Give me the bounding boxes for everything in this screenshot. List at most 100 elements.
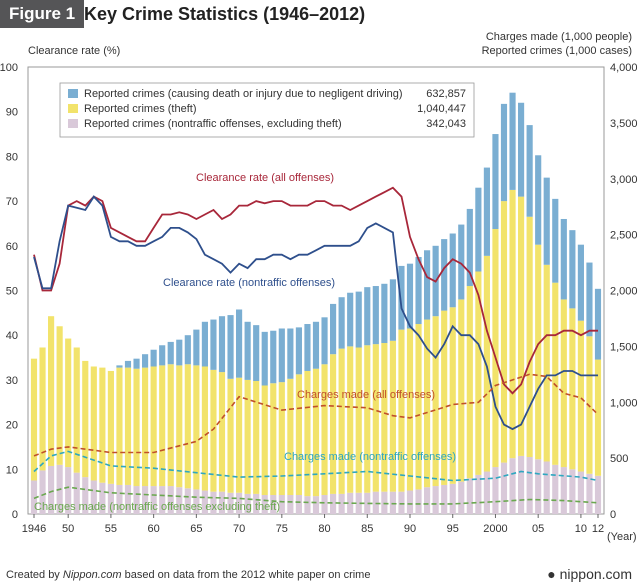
y-right-tick: 3,500 <box>610 118 638 130</box>
bar-traffic-2002 <box>509 92 516 190</box>
x-tick-label: 95 <box>447 523 459 535</box>
bar-theft-2003 <box>518 196 525 456</box>
bar-theft-1993 <box>432 316 439 487</box>
bar-theft-1977 <box>295 374 302 495</box>
y-left-tick: 90 <box>6 107 18 119</box>
legend-label-theft: Reported crimes (theft) <box>84 103 196 115</box>
line-charges-all <box>33 373 599 457</box>
bar-traffic-1991 <box>415 256 422 325</box>
bar-theft-1952 <box>82 360 89 478</box>
credit-suffix: based on data from the 2012 white paper … <box>121 569 371 581</box>
bar-nontraffic-1953 <box>90 480 97 514</box>
bar-nontraffic-2001 <box>500 462 508 514</box>
footer-brand: ● nippon.com <box>547 566 632 582</box>
bar-traffic-1990 <box>406 263 414 329</box>
x-tick-label: 12 <box>592 523 604 535</box>
bar-theft-2000 <box>492 229 499 468</box>
bar-traffic-1986 <box>372 286 379 345</box>
bar-nontraffic-1980 <box>321 495 328 514</box>
bar-nontraffic-1951 <box>73 472 80 514</box>
bar-traffic-2007 <box>552 198 559 283</box>
bar-theft-2010 <box>577 320 584 472</box>
x-tick-label: 55 <box>105 523 117 535</box>
legend-swatch-theft <box>68 104 78 113</box>
bar-theft-2006 <box>543 264 550 462</box>
bar-traffic-1984 <box>355 291 362 348</box>
bar-traffic-2003 <box>518 102 525 197</box>
bar-theft-1997 <box>466 286 473 479</box>
bar-traffic-1980 <box>321 317 328 365</box>
bar-traffic-1969 <box>227 315 234 379</box>
legend-label-traffic: Reported crimes (causing death or injury… <box>84 88 403 100</box>
bar-traffic-1957 <box>124 360 132 368</box>
x-tick-label: 2000 <box>483 523 507 535</box>
bar-traffic-2004 <box>526 125 533 217</box>
x-tick-label: 90 <box>404 523 416 535</box>
bar-nontraffic-1950 <box>65 467 72 514</box>
bar-nontraffic-1992 <box>424 487 431 514</box>
bar-nontraffic-1960 <box>150 486 157 514</box>
line-charges-nontraffic <box>33 450 599 482</box>
bar-nontraffic-1959 <box>142 486 149 514</box>
bar-traffic-1962 <box>167 341 174 365</box>
line-clearance-all <box>33 186 598 395</box>
bar-theft-1966 <box>201 366 208 491</box>
bar-theft-1961 <box>159 365 166 487</box>
bar-theft-1971 <box>244 379 251 494</box>
bar-nontraffic-1991 <box>415 489 422 514</box>
bar-nontraffic-1997 <box>466 478 473 514</box>
bar-theft-1963 <box>176 365 183 488</box>
bar-nontraffic-1952 <box>82 477 89 514</box>
bar-traffic-1987 <box>381 283 388 344</box>
bar-theft-2001 <box>500 201 508 463</box>
bar-theft-2008 <box>560 299 567 468</box>
bar-traffic-1971 <box>244 321 251 380</box>
bar-nontraffic-2002 <box>509 458 516 515</box>
legend-value-nontraffic: 342,043 <box>426 118 466 130</box>
bar-theft-1947 <box>39 347 46 471</box>
bar-nontraffic-1966 <box>201 490 208 514</box>
x-tick-label: 1946 <box>22 523 46 535</box>
bar-theft-1974 <box>270 383 277 495</box>
bar-traffic-2001 <box>500 103 508 202</box>
bar-nontraffic-1969 <box>227 492 234 514</box>
label-charges-all: Charges made (all offenses) <box>297 389 435 401</box>
y-left-tick: 50 <box>6 286 18 298</box>
bar-traffic-1998 <box>475 187 482 272</box>
bar-theft-1996 <box>458 299 465 482</box>
bar-traffic-2011 <box>586 262 593 337</box>
bar-traffic-1989 <box>398 265 405 330</box>
y-right-title-line2: Reported crimes (1,000 cases) <box>482 45 632 57</box>
bar-nontraffic-1978 <box>304 496 311 514</box>
bar-series <box>30 92 602 515</box>
legend-box <box>59 82 475 138</box>
y-left-tick: 70 <box>6 196 18 208</box>
y-left-tick: 30 <box>6 375 18 387</box>
bar-traffic-1985 <box>364 287 371 346</box>
y-right-tick: 2,000 <box>610 286 638 298</box>
bar-theft-1995 <box>449 307 456 484</box>
label-clearance-all: Clearance rate (all offenses) <box>196 172 334 184</box>
x-tick-label: 75 <box>276 523 288 535</box>
bar-traffic-1994 <box>441 239 448 311</box>
bar-theft-1955 <box>107 370 114 484</box>
bar-traffic-1975 <box>278 328 285 383</box>
y-left-tick: 10 <box>6 464 18 476</box>
bar-theft-1953 <box>90 366 97 481</box>
bar-nontraffic-1985 <box>364 492 371 514</box>
bar-nontraffic-1999 <box>483 471 490 514</box>
bar-nontraffic-1963 <box>176 487 183 514</box>
bar-nontraffic-1990 <box>406 490 414 514</box>
bar-nontraffic-2007 <box>552 464 559 514</box>
bar-traffic-1972 <box>253 325 260 382</box>
bar-theft-1990 <box>406 328 414 491</box>
bar-traffic-2005 <box>535 155 542 245</box>
legend-label-nontraffic: Reported crimes (nontraffic offenses, ex… <box>84 118 342 130</box>
bar-nontraffic-1975 <box>278 495 285 514</box>
credit-prefix: Created by <box>6 569 63 581</box>
bar-nontraffic-1946 <box>30 480 38 514</box>
bar-nontraffic-1964 <box>184 488 191 514</box>
y-left-tick: 40 <box>6 330 18 342</box>
bar-traffic-1967 <box>210 319 217 370</box>
bar-theft-1964 <box>184 364 191 489</box>
